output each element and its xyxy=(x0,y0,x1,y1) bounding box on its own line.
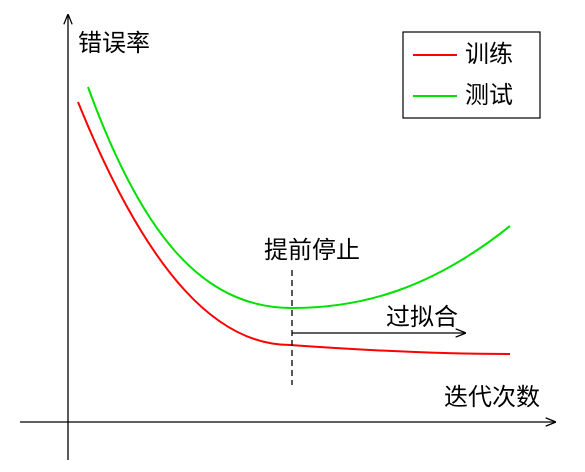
overfit-label: 过拟合 xyxy=(386,303,458,331)
legend-label: 训练 xyxy=(465,40,513,68)
legend-box xyxy=(402,31,541,119)
train-curve xyxy=(77,101,511,355)
legend-label: 测试 xyxy=(465,81,513,109)
early-stop-label: 提前停止 xyxy=(264,236,360,264)
x-axis-label: 迭代次数 xyxy=(444,383,540,411)
y-axis-label: 错误率 xyxy=(78,29,150,57)
test-curve xyxy=(87,86,511,310)
